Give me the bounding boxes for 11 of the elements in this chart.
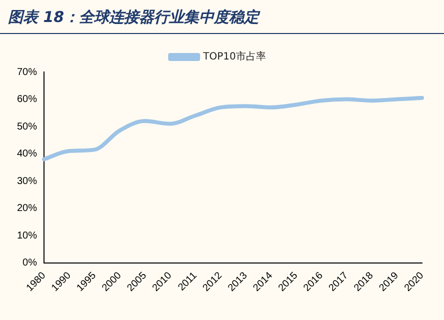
legend-label: TOP10市占率 [202,50,266,63]
line-series [42,96,424,162]
y-tick-label: 0% [22,258,38,269]
y-tick-label: 20% [17,203,38,214]
y-tick-label: 10% [17,230,38,242]
y-tick-label: 30% [17,176,38,187]
chart-title: 图表 18：全球连接器行业集中度稳定 [8,8,260,27]
y-tick-label: 70% [17,66,38,78]
y-tick-label: 60% [17,94,38,106]
y-tick-label: 40% [17,148,38,160]
y-tick-label: 50% [17,121,38,132]
